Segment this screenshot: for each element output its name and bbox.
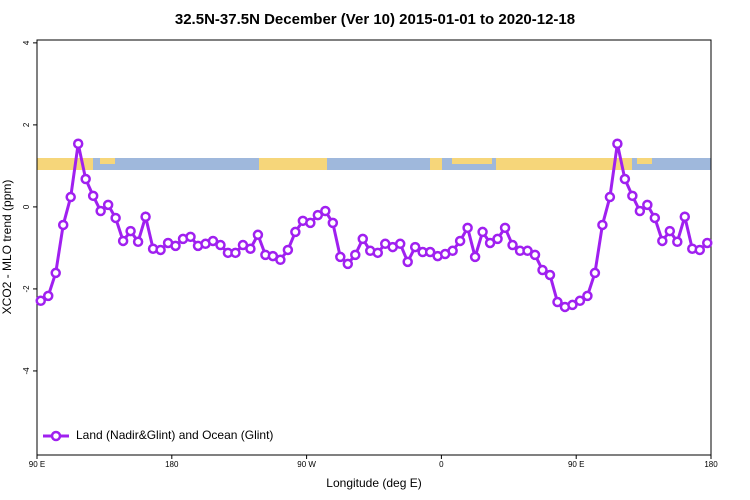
land-band	[430, 158, 442, 170]
chart-title: 32.5N-37.5N December (Ver 10) 2015-01-01…	[175, 11, 575, 28]
surface-band	[37, 158, 711, 170]
data-point	[132, 236, 144, 248]
data-point	[672, 236, 683, 248]
data-point	[447, 245, 458, 257]
data-point	[484, 237, 496, 249]
data-point	[72, 138, 84, 149]
data-point	[110, 212, 121, 224]
data-point	[469, 251, 481, 263]
data-point	[529, 249, 541, 261]
data-point	[140, 211, 151, 222]
data-point	[537, 264, 548, 276]
data-point	[57, 219, 69, 231]
data-point	[312, 209, 324, 221]
data-point	[170, 240, 181, 252]
data-point	[574, 295, 586, 307]
data-point	[80, 173, 91, 185]
data-point	[155, 244, 166, 256]
data-point	[125, 225, 136, 237]
land-band	[576, 158, 632, 170]
data-point	[634, 205, 646, 217]
data-point	[462, 222, 473, 234]
data-point	[252, 229, 264, 241]
data-point	[619, 173, 631, 185]
data-point	[627, 190, 638, 202]
data-point	[185, 231, 196, 243]
data-point	[357, 233, 369, 245]
land-band	[452, 158, 492, 164]
data-point	[582, 290, 593, 302]
legend-label: Land (Nadir&Glint) and Ocean (Glint)	[76, 428, 273, 442]
data-point	[230, 247, 241, 259]
data-point	[42, 290, 54, 302]
y-tick-label: 2	[22, 122, 31, 127]
data-point	[657, 235, 668, 247]
data-point	[117, 235, 129, 247]
x-tick-label: 90 E	[29, 460, 45, 469]
data-point	[342, 258, 354, 270]
land-band	[259, 158, 327, 170]
data-point	[522, 245, 533, 257]
data-point	[50, 267, 61, 279]
data-point	[694, 244, 706, 256]
data-point	[275, 254, 286, 266]
plot-frame	[36, 39, 712, 456]
data-point	[642, 199, 653, 211]
data-point	[679, 211, 691, 222]
data-point	[327, 217, 339, 229]
data-point	[402, 256, 413, 268]
data-point	[507, 239, 518, 251]
x-tick-label: 0	[439, 460, 444, 469]
data-point	[604, 191, 616, 203]
data-point	[454, 235, 466, 247]
data-point	[245, 243, 256, 254]
land-band	[496, 158, 576, 170]
data-point	[552, 296, 563, 308]
land-band	[100, 158, 115, 164]
legend-marker	[50, 430, 62, 442]
data-point	[567, 299, 578, 311]
data-point	[87, 190, 99, 202]
land-band	[37, 158, 93, 170]
data-point	[207, 235, 219, 247]
land-band	[637, 158, 652, 164]
data-point	[664, 225, 676, 237]
data-point	[102, 199, 114, 211]
y-axis-label: XCO2 - MLO trend (ppm)	[0, 180, 14, 315]
data-point	[492, 233, 503, 245]
data-point	[290, 226, 301, 238]
data-point	[702, 237, 713, 249]
data-point	[305, 217, 316, 229]
data-point	[65, 191, 76, 203]
data-point	[477, 226, 488, 238]
data-point	[215, 239, 226, 251]
x-axis-label: Longitude (deg E)	[326, 476, 421, 490]
data-point	[372, 247, 383, 259]
data-point	[335, 251, 346, 263]
data-point	[544, 269, 556, 281]
x-tick-label: 90 W	[297, 460, 316, 469]
data-point	[499, 222, 511, 234]
data-point	[597, 219, 608, 231]
y-tick-label: -2	[22, 285, 31, 293]
data-point	[424, 246, 436, 258]
data-point	[35, 295, 46, 307]
x-tick-label: 180	[704, 460, 718, 469]
data-point	[394, 238, 406, 250]
x-tick-label: 90 E	[568, 460, 584, 469]
y-tick-label: -4	[22, 367, 31, 375]
data-point	[320, 205, 331, 217]
data-point	[350, 249, 361, 261]
data-point	[649, 212, 661, 224]
data-point	[612, 138, 623, 149]
data-point	[589, 267, 601, 279]
y-tick-label: 4	[22, 40, 31, 45]
data-point	[409, 241, 421, 253]
y-tick-label: 0	[22, 204, 31, 209]
data-point	[95, 205, 106, 217]
x-tick-label: 180	[165, 460, 179, 469]
data-point	[282, 244, 294, 256]
